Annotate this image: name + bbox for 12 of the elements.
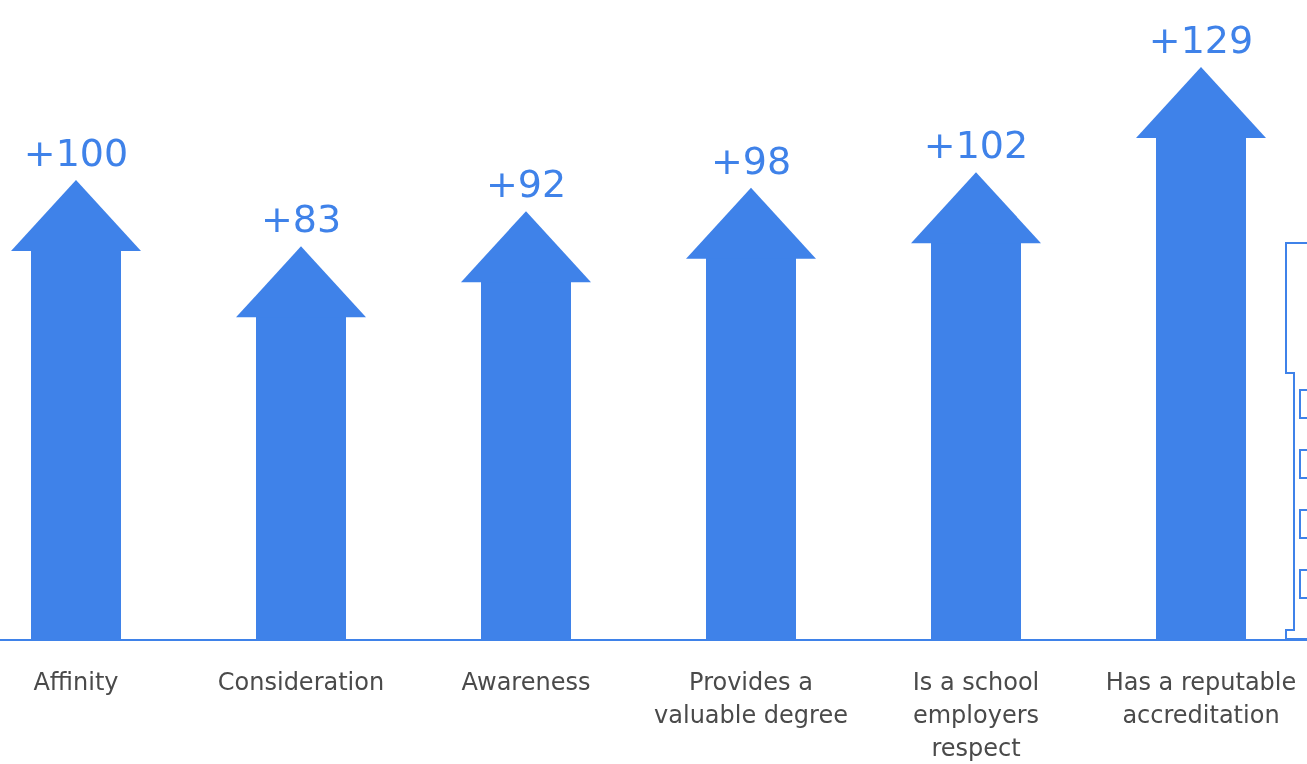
data-label: +83 xyxy=(260,197,342,242)
data-label: +102 xyxy=(923,123,1029,168)
x-tick-label: Awareness xyxy=(461,668,591,696)
data-label: +92 xyxy=(485,162,567,207)
data-label: +100 xyxy=(23,131,129,175)
x-tick-label: Has a reputable accreditation xyxy=(1105,668,1297,729)
x-tick-label: Affinity xyxy=(33,668,119,696)
data-label: +129 xyxy=(1148,17,1254,62)
x-tick-label: Consideration xyxy=(217,668,385,696)
data-label: +98 xyxy=(710,138,792,183)
x-tick-label: Is a school employers respect xyxy=(912,668,1040,762)
x-tick-label: Provides a valuable degree xyxy=(654,668,848,729)
